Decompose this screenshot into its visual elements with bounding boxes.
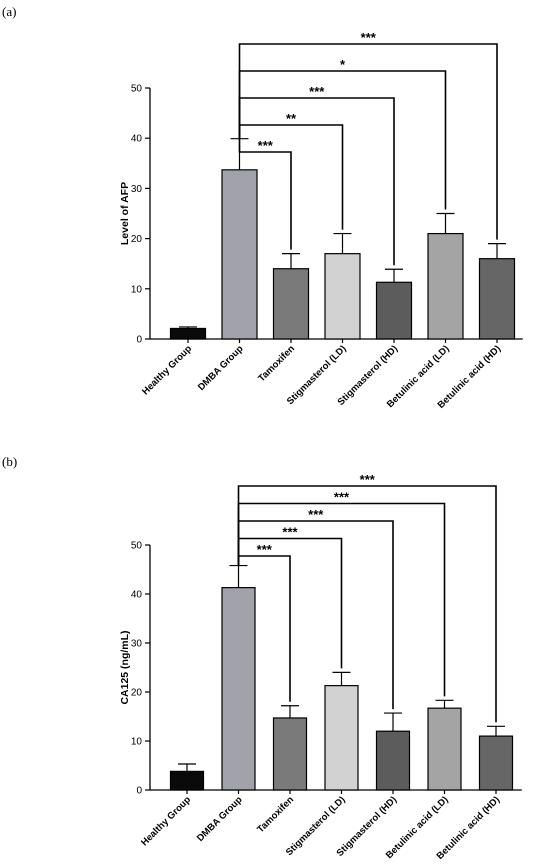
- bar: [169, 770, 205, 791]
- y-tick-label: 30: [131, 639, 143, 650]
- significance-label: ***: [309, 84, 325, 99]
- bar: [221, 169, 258, 340]
- significance-label: **: [286, 111, 297, 126]
- bar: [324, 685, 359, 791]
- y-axis-label: CA125 (ng/mL): [119, 630, 131, 704]
- bar: [427, 232, 464, 340]
- bar: [324, 253, 361, 340]
- panel-label: (a): [2, 4, 16, 19]
- chart-panel-a: (a) 0 10 20 30 40 50 Level of AFP Healthy Group D…: [2, 4, 523, 411]
- significance-bracket: [238, 97, 395, 266]
- x-tick-label: Tamoxifen: [256, 343, 297, 384]
- significance-bracket: [237, 485, 497, 723]
- y-tick-label: 50: [131, 84, 143, 95]
- bar: [478, 735, 514, 791]
- y-tick-label: 0: [136, 786, 142, 797]
- x-tick-label: Healthy Group: [140, 343, 194, 397]
- bar: [169, 327, 207, 340]
- chart-panel-b: (b) 0 10 20 30 40 50 CA125 (ng/mL) Healthy Group…: [2, 454, 522, 862]
- x-tick-label: Healthy Group: [139, 794, 193, 848]
- significance-label: ***: [257, 542, 273, 557]
- significance-label: ***: [258, 138, 274, 153]
- x-tick-label: DMBA Group: [196, 343, 246, 393]
- bar: [375, 730, 411, 791]
- panel-label: (b): [2, 454, 17, 469]
- significance-label: ***: [360, 472, 376, 487]
- y-tick-label: 20: [131, 688, 143, 699]
- bar: [427, 707, 462, 791]
- significance-label: ***: [361, 30, 377, 45]
- y-tick-label: 40: [131, 590, 143, 601]
- y-tick-label: 10: [131, 284, 143, 295]
- significance-label: ***: [282, 525, 298, 540]
- bar: [272, 717, 308, 791]
- y-tick-label: 40: [131, 134, 143, 145]
- significance-label: ***: [308, 507, 324, 522]
- y-tick-label: 0: [136, 335, 142, 346]
- y-tick-label: 30: [131, 184, 143, 195]
- y-tick-label: 10: [131, 737, 143, 748]
- significance-label: *: [340, 57, 346, 72]
- y-tick-label: 20: [131, 234, 143, 245]
- x-tick-label: Tamoxifen: [255, 794, 296, 835]
- y-tick-label: 50: [131, 541, 143, 552]
- x-tick-label: DMBA Group: [195, 794, 245, 844]
- bar: [272, 268, 310, 340]
- bar: [375, 281, 413, 340]
- bar: [478, 258, 516, 340]
- significance-bracket: [238, 138, 292, 250]
- significance-label: ***: [334, 490, 350, 505]
- y-axis-label: Level of AFP: [119, 182, 131, 245]
- bar: [221, 587, 256, 791]
- significance-bracket: [238, 43, 498, 240]
